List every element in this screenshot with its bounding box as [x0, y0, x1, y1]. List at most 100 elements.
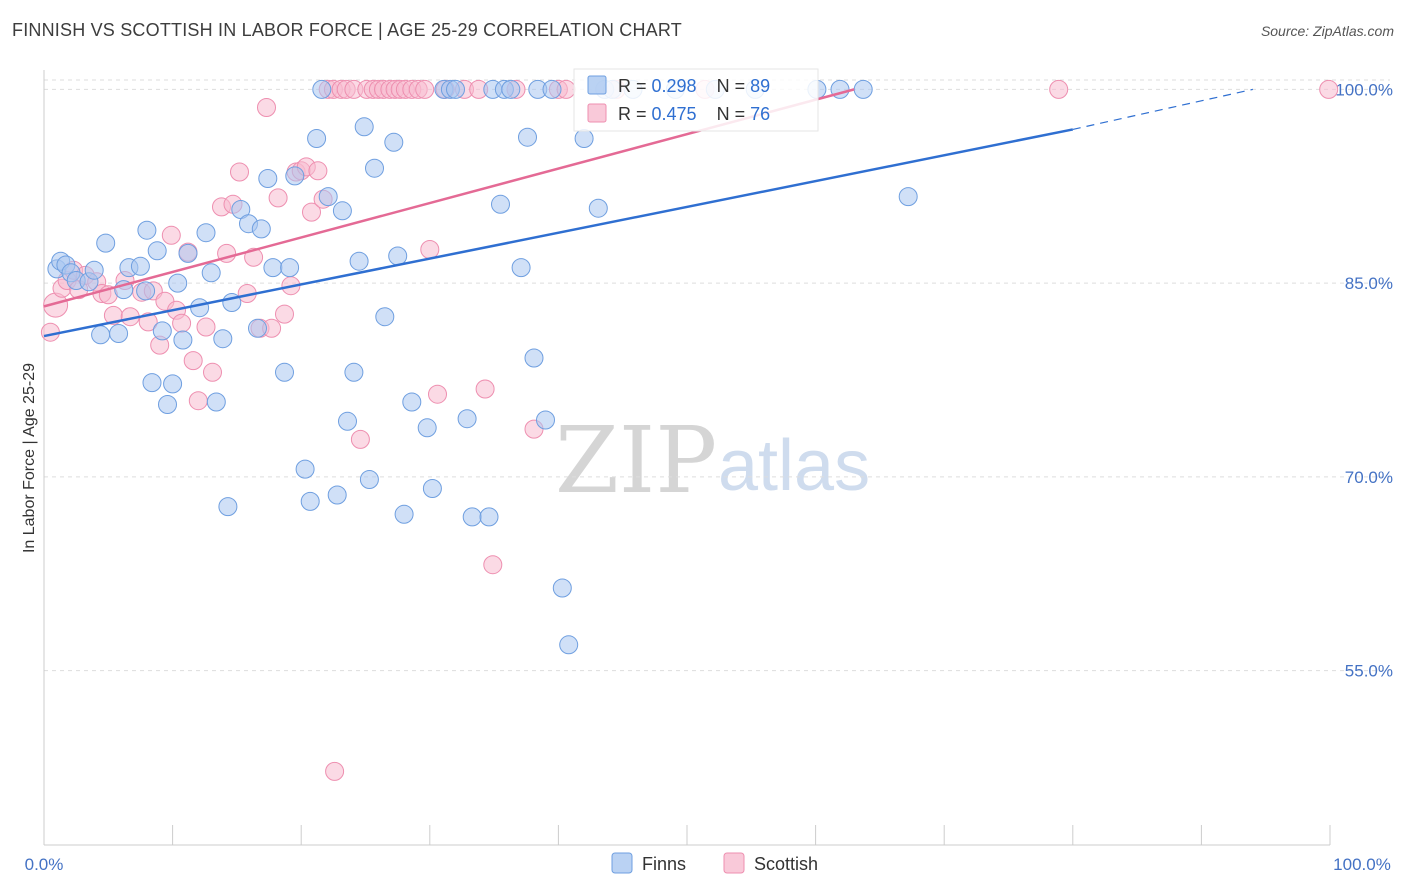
finns-point	[422, 479, 442, 498]
legend-finns-swatch[interactable]	[611, 852, 633, 874]
finns-point	[136, 281, 156, 301]
finns-n-value: 89	[750, 76, 770, 96]
finns-point	[354, 117, 374, 137]
finns-point	[84, 260, 104, 280]
finns-point	[365, 158, 384, 178]
finns-point	[524, 348, 544, 368]
scottish-point	[350, 429, 370, 449]
data-points	[40, 79, 1339, 781]
stats-legend-box	[573, 68, 819, 132]
finns-point	[190, 298, 210, 318]
finns-point	[588, 198, 608, 218]
finns-point	[248, 318, 267, 338]
finns-r-value: 0.298	[652, 76, 697, 96]
finns-point	[109, 324, 129, 343]
scottish-n-value: 76	[750, 104, 770, 124]
finns-point	[163, 374, 183, 394]
scottish-point	[428, 384, 447, 404]
legend-scottish-swatch[interactable]	[723, 852, 745, 874]
x-axis-ticks	[43, 825, 1331, 845]
finns-point	[142, 373, 162, 393]
series-legend: Finns Scottish	[611, 852, 818, 874]
finns-point	[542, 79, 562, 99]
finns-point	[853, 79, 873, 99]
scottish-stats-row: R = 0.475 N = 76	[618, 104, 770, 124]
finns-point	[312, 79, 332, 99]
finns-point	[338, 411, 357, 431]
finns-point	[375, 307, 395, 327]
scottish-point	[325, 761, 345, 781]
finns-point	[559, 635, 579, 655]
finns-point	[402, 392, 422, 412]
scottish-point	[172, 313, 192, 333]
finns-point	[251, 219, 271, 239]
scottish-point	[40, 322, 60, 342]
finns-point	[206, 392, 226, 412]
finns-point	[91, 325, 111, 345]
finns-point	[178, 243, 198, 263]
finns-point	[417, 418, 437, 438]
scottish-point	[415, 79, 435, 99]
finns-point	[898, 187, 918, 207]
finns-point	[295, 459, 315, 479]
scottish-point	[420, 240, 440, 259]
finns-trend-line	[43, 128, 1074, 338]
scottish-point	[203, 362, 222, 382]
finns-point	[158, 395, 177, 414]
finns-point	[300, 491, 320, 511]
scottish-point	[1319, 79, 1339, 99]
finns-point	[332, 201, 352, 221]
finns-point	[344, 362, 364, 382]
finns-point	[307, 129, 327, 148]
finns-point	[479, 507, 499, 527]
scottish-point	[183, 351, 203, 371]
finns-point	[275, 362, 294, 382]
finns-point	[152, 321, 172, 341]
finns-point	[394, 504, 414, 524]
finns-point	[147, 241, 167, 261]
y-tick-label-55: 55.0%	[1345, 662, 1393, 681]
watermark: ZIP atlas	[555, 407, 870, 514]
finns-point	[318, 187, 338, 207]
finns-point	[130, 256, 150, 276]
scottish-point	[257, 98, 276, 117]
scottish-point	[308, 161, 328, 181]
finns-point	[285, 166, 305, 186]
scottish-point	[302, 202, 321, 222]
stats-legend: R = 0.298 N = 89 R = 0.475 N = 76	[573, 68, 819, 132]
finns-point	[96, 233, 116, 253]
chart-title: FINNISH VS SCOTTISH IN LABOR FORCE | AGE…	[12, 20, 682, 40]
scottish-point	[161, 225, 181, 245]
finns-point	[201, 263, 221, 283]
scottish-point	[268, 188, 288, 208]
scottish-swatch	[587, 103, 607, 123]
finns-point	[518, 127, 537, 147]
scottish-point	[1049, 79, 1069, 99]
finns-point	[552, 578, 572, 598]
finns-point	[218, 497, 238, 517]
finns-point	[388, 246, 408, 266]
scottish-point	[138, 312, 158, 332]
finns-point	[349, 251, 369, 271]
scottish-r-value: 0.475	[652, 104, 697, 124]
x-tick-label-0: 0.0%	[25, 855, 64, 874]
scottish-point	[275, 304, 294, 324]
finns-point	[446, 79, 465, 99]
legend-finns-label[interactable]: Finns	[642, 854, 686, 874]
y-tick-label-70: 70.0%	[1345, 468, 1393, 487]
finns-point	[168, 273, 188, 293]
watermark-atlas: atlas	[718, 426, 870, 506]
finns-point	[213, 329, 233, 349]
finns-point	[457, 409, 477, 429]
finns-point	[359, 470, 379, 489]
finns-stats-row: R = 0.298 N = 89	[618, 76, 770, 96]
finns-point	[384, 132, 404, 152]
finns-point	[511, 258, 531, 278]
finns-point	[280, 258, 300, 278]
legend-scottish-label[interactable]: Scottish	[754, 854, 818, 874]
y-axis-labels: 55.0% 70.0% 85.0% 100.0%	[1335, 80, 1393, 680]
watermark-zip: ZIP	[555, 407, 717, 514]
finns-trend-extension	[1072, 88, 1253, 131]
y-tick-label-100: 100.0%	[1335, 80, 1393, 99]
